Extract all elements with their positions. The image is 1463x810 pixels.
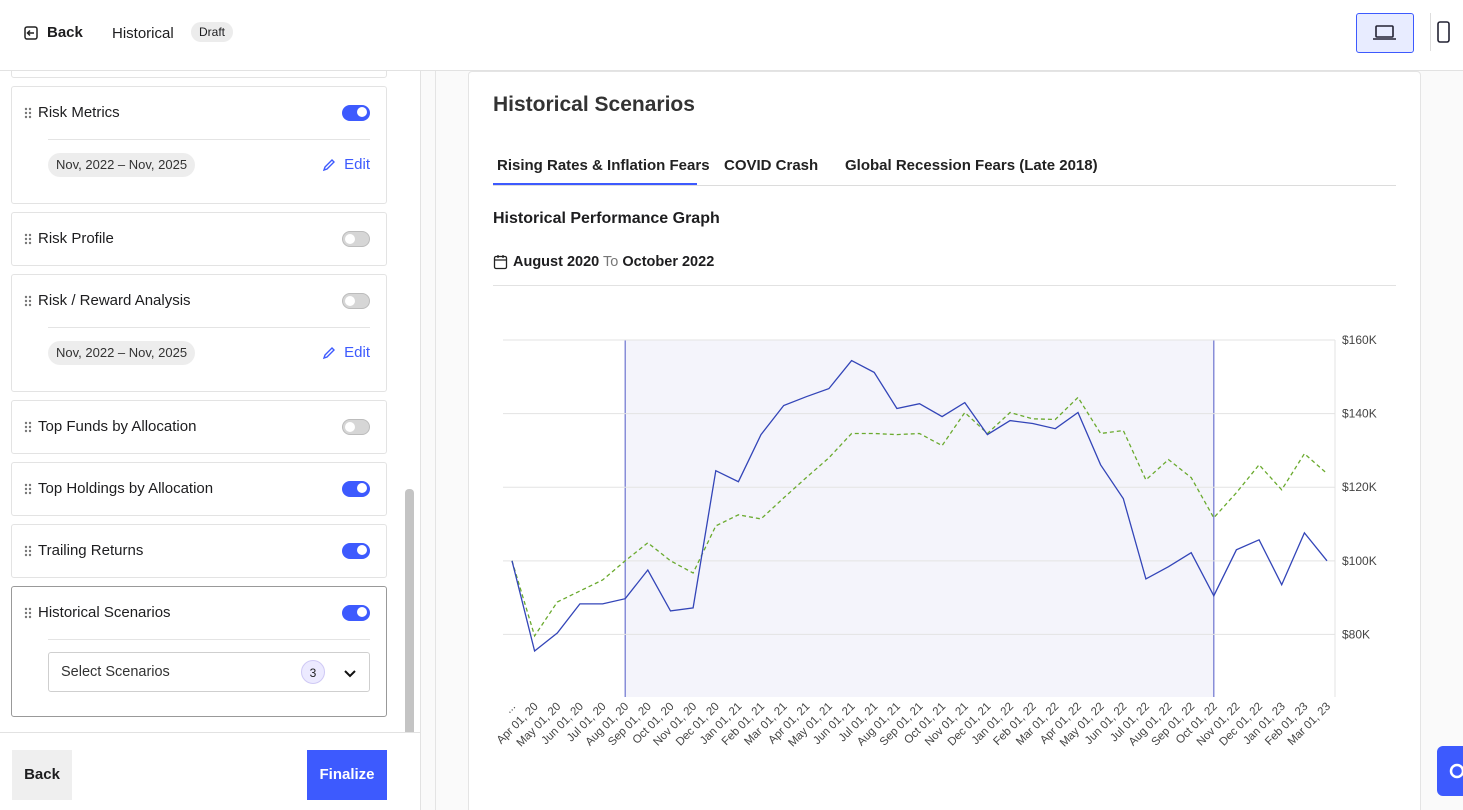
tab-rule [493, 185, 1396, 186]
edit-button[interactable]: Edit [344, 156, 370, 173]
toggle-knob [345, 234, 355, 244]
back-button[interactable]: Back [12, 750, 72, 800]
divider [435, 71, 436, 810]
toggle[interactable] [342, 605, 370, 621]
range-separator: To [603, 254, 619, 270]
panel-title: Historical Scenarios [493, 93, 695, 116]
main-area [421, 71, 1463, 810]
x-tick-label: ... [503, 701, 518, 716]
select-placeholder: Select Scenarios [61, 664, 170, 680]
divider [48, 327, 370, 328]
toggle[interactable] [342, 419, 370, 435]
chart: $80K$100K$120K$140K$160K...Apr 01, 20May… [495, 333, 1377, 749]
sidebar-footer: Back Finalize [0, 732, 421, 810]
series-line [511, 396, 1328, 638]
section-card: Top Funds by Allocation [11, 400, 387, 454]
section-title: Risk Profile [38, 230, 114, 247]
y-tick-label: $140K [1342, 407, 1377, 421]
desktop-view[interactable] [1356, 13, 1414, 53]
toggle-knob [345, 296, 355, 306]
y-tick-label: $160K [1342, 333, 1377, 347]
scrollbar[interactable] [405, 489, 414, 732]
section-title: Risk Metrics [38, 104, 120, 121]
section-title: Trailing Returns [38, 542, 144, 559]
panel-card [468, 71, 1421, 810]
toggle[interactable] [342, 481, 370, 497]
toggle[interactable] [342, 105, 370, 121]
select-count: 3 [301, 660, 325, 684]
y-tick-label: $80K [1342, 627, 1370, 641]
section-card: Top Holdings by Allocation [11, 462, 387, 516]
mobile-view[interactable] [1430, 13, 1463, 51]
y-tick-label: $100K [1342, 554, 1377, 568]
date-range: Nov, 2022 – Nov, 2025 [48, 153, 196, 177]
top-bar: Back Historical Draft [0, 0, 1463, 71]
toggle-knob [357, 545, 367, 555]
drag-handle[interactable] [24, 232, 32, 250]
toggle[interactable] [342, 293, 370, 309]
range-start: August 2020 [513, 254, 600, 270]
active-tab-underline [493, 183, 697, 185]
section-card [11, 71, 387, 78]
range-end: October 2022 [622, 254, 715, 270]
drag-handle[interactable] [24, 294, 32, 312]
toggle[interactable] [342, 543, 370, 559]
tab[interactable]: Rising Rates & Inflation Fears [497, 157, 710, 174]
tab[interactable]: COVID Crash [724, 157, 819, 174]
series-line [511, 359, 1328, 653]
toggle-knob [357, 107, 367, 117]
draft-badge: Draft [191, 22, 234, 42]
back-icon [24, 26, 38, 40]
graph-title: Historical Performance Graph [493, 210, 720, 227]
drag-handle[interactable] [24, 420, 32, 438]
date-range: August 2020 To October 2022 [513, 254, 714, 270]
section-card: Historical Scenarios Select Scenarios 3 [11, 586, 387, 717]
divider [48, 139, 370, 140]
highlight-range [625, 340, 1214, 697]
drag-handle[interactable] [24, 544, 32, 562]
scenario-select[interactable]: Select Scenarios 3 [48, 652, 370, 692]
drag-handle[interactable] [24, 106, 32, 124]
drag-handle[interactable] [24, 482, 32, 500]
chevron [343, 666, 357, 684]
edit-button[interactable]: Edit [344, 344, 370, 361]
section-card: Risk Metrics Nov, 2022 – Nov, 2025 Edit [11, 86, 387, 204]
toggle-knob [357, 483, 367, 493]
edit-icon [322, 346, 336, 365]
rule [493, 285, 1396, 286]
page-title: Historical [112, 25, 174, 42]
finalize-button[interactable]: Finalize [307, 750, 387, 800]
section-card: Trailing Returns [11, 524, 387, 578]
section-card: Risk / Reward Analysis Nov, 2022 – Nov, 2… [11, 274, 387, 392]
toggle-knob [345, 422, 355, 432]
date-range: Nov, 2022 – Nov, 2025 [48, 341, 196, 365]
calendar-icon [493, 255, 508, 270]
section-title: Top Holdings by Allocation [38, 480, 214, 497]
y-tick-label: $120K [1342, 480, 1377, 494]
edit-icon [322, 158, 336, 177]
tab[interactable]: Global Recession Fears (Late 2018) [845, 157, 1098, 174]
divider [48, 639, 370, 640]
toggle-knob [357, 607, 367, 617]
back-button[interactable]: Back [47, 24, 83, 41]
section-title: Risk / Reward Analysis [38, 292, 191, 309]
sidebar: Risk Metrics Nov, 2022 – Nov, 2025 Edit Ris… [0, 71, 421, 732]
settings-button[interactable] [1437, 746, 1463, 796]
toggle[interactable] [342, 231, 370, 247]
drag-handle[interactable] [24, 606, 32, 624]
section-card: Risk Profile [11, 212, 387, 266]
section-title: Top Funds by Allocation [38, 418, 197, 435]
section-title: Historical Scenarios [38, 604, 171, 621]
